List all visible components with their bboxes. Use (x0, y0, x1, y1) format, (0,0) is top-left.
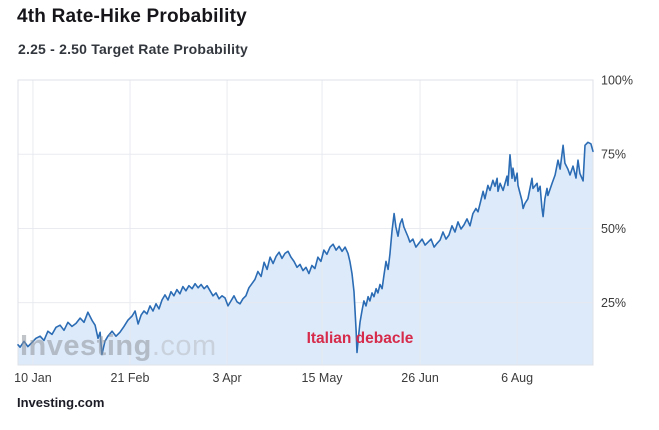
chart-subtitle: 2.25 - 2.50 Target Rate Probability (18, 41, 249, 57)
probability-area-fill (18, 142, 593, 365)
y-axis-tick-label: 75% (601, 148, 626, 162)
x-axis-tick-label: 21 Feb (111, 371, 150, 385)
y-axis-tick-label: 25% (601, 296, 626, 310)
x-axis-tick-label: 15 May (302, 371, 344, 385)
source-credit: Investing.com (17, 395, 105, 410)
x-axis-tick-label: 26 Jun (401, 371, 439, 385)
x-axis-tick-label: 6 Aug (501, 371, 533, 385)
y-axis-tick-label: 100% (601, 74, 633, 88)
x-axis-tick-label: 3 Apr (212, 371, 241, 385)
annotation-italian-debacle: Italian debacle (306, 330, 414, 348)
page-title: 4th Rate-Hike Probability (17, 6, 247, 27)
x-axis-tick-label: 10 Jan (14, 371, 52, 385)
probability-line (17, 141, 594, 356)
plot-border (17, 79, 594, 366)
y-axis-tick-label: 50% (601, 222, 626, 236)
